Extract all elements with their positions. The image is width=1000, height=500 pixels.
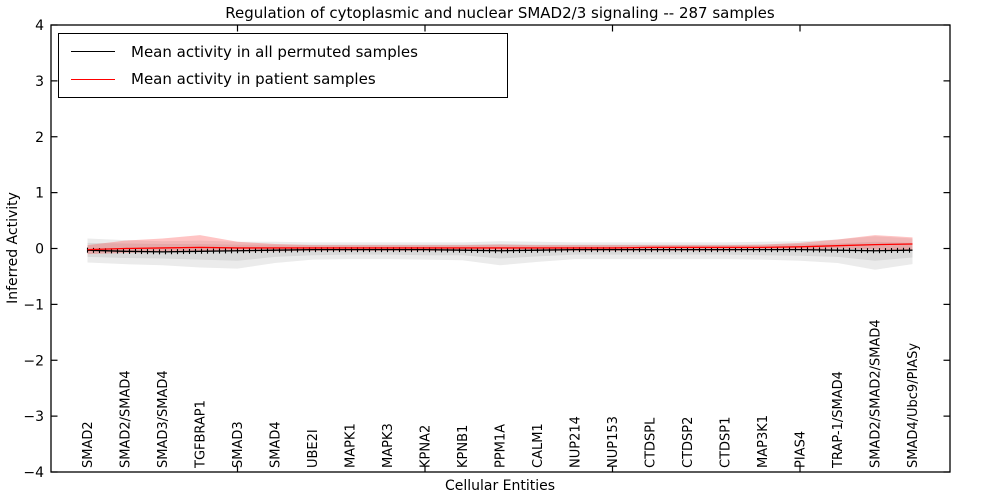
y-tick-label: −2 [23, 353, 44, 369]
legend-item-permuted: Mean activity in all permuted samples [71, 43, 507, 61]
x-tick-label: MAPK1 [344, 423, 359, 468]
y-tick-label: 4 [35, 18, 44, 34]
x-tick-label: SMAD2/SMAD2/SMAD4 [869, 319, 884, 468]
x-tick-label: KPNA2 [419, 425, 434, 468]
legend-label-permuted: Mean activity in all permuted samples [131, 42, 418, 61]
x-tick-label: MAP3K1 [756, 415, 771, 468]
x-tick-label: TRAP-1/SMAD4 [831, 371, 846, 469]
x-tick-label: KPNB1 [456, 425, 471, 468]
x-tick-label: NUP214 [569, 416, 584, 468]
x-tick-label: UBE2I [306, 429, 321, 468]
y-tick-label: −3 [23, 409, 44, 425]
x-tick-label: PIAS4 [794, 431, 809, 468]
y-tick-label: 2 [35, 130, 44, 146]
x-tick-label: CTDSP1 [719, 417, 734, 468]
y-tick-label: −4 [23, 465, 44, 481]
x-tick-label: CTDSP2 [681, 417, 696, 468]
y-tick-label: −1 [23, 297, 44, 313]
series-line-1 [87, 243, 913, 251]
x-tick-label: TGFBRAP1 [194, 400, 209, 469]
permuted-line-sample-icon [71, 51, 115, 53]
y-tick-label: 1 [35, 186, 44, 202]
chart-title: Regulation of cytoplasmic and nuclear SM… [225, 4, 775, 22]
y-tick-label: 0 [35, 242, 44, 258]
y-tick-label: 3 [35, 74, 44, 90]
x-tick-label: NUP153 [606, 416, 621, 468]
y-axis-label: Inferred Activity [5, 192, 21, 304]
legend-label-patient: Mean activity in patient samples [131, 70, 376, 89]
x-tick-label: SMAD3/SMAD4 [156, 370, 171, 468]
x-tick-label: SMAD2/SMAD4 [119, 370, 134, 468]
x-tick-label: SMAD4 [269, 421, 284, 468]
x-tick-label: SMAD4/Ubc9/PIASy [906, 343, 921, 468]
x-tick-label: CALM1 [531, 423, 546, 468]
patient-line-sample-icon [71, 78, 115, 80]
legend-box: Mean activity in all permuted samples Me… [58, 33, 508, 98]
x-axis-label: Cellular Entities [444, 478, 556, 494]
x-tick-label: PPM1A [494, 424, 509, 468]
x-tick-label: SMAD2 [81, 421, 96, 468]
legend-item-patient: Mean activity in patient samples [71, 70, 507, 88]
x-tick-label: MAPK3 [381, 423, 396, 468]
x-tick-label: CTDSPL [644, 417, 659, 468]
x-tick-label: SMAD3 [231, 421, 246, 468]
